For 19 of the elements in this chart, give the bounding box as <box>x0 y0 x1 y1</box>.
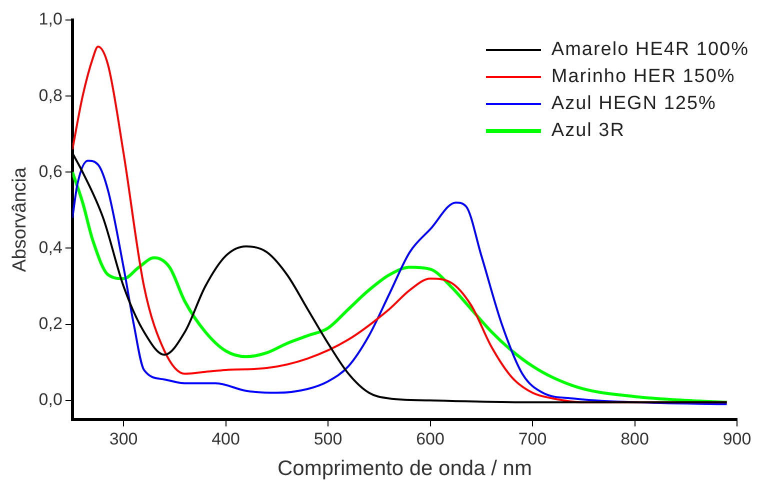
x-tick-label: 800 <box>620 429 649 448</box>
legend-label: Azul HEGN 125% <box>551 92 716 114</box>
y-tick-label: 0,2 <box>38 314 62 333</box>
x-tick-label: 600 <box>416 429 444 448</box>
x-tick-label: 300 <box>109 429 138 448</box>
y-tick-label: 1,0 <box>38 10 62 29</box>
x-tick-label: 700 <box>518 429 547 448</box>
legend-label: Marinho HER 150% <box>551 66 736 88</box>
x-tick-label: 400 <box>212 429 240 448</box>
y-tick-label: 0,8 <box>38 86 62 105</box>
y-tick-label: 0,6 <box>38 162 62 181</box>
x-tick-label: 500 <box>314 429 342 448</box>
legend-label: Amarelo HE4R 100% <box>551 38 749 60</box>
y-tick-label: 0,0 <box>38 390 62 410</box>
legend-label: Azul 3R <box>551 120 625 142</box>
y-tick-label: 0,4 <box>38 238 62 257</box>
y-axis-title: Absorvância <box>10 166 31 272</box>
x-tick-label: 900 <box>722 429 752 448</box>
x-axis-title: Comprimento de onda / nm <box>277 457 532 480</box>
